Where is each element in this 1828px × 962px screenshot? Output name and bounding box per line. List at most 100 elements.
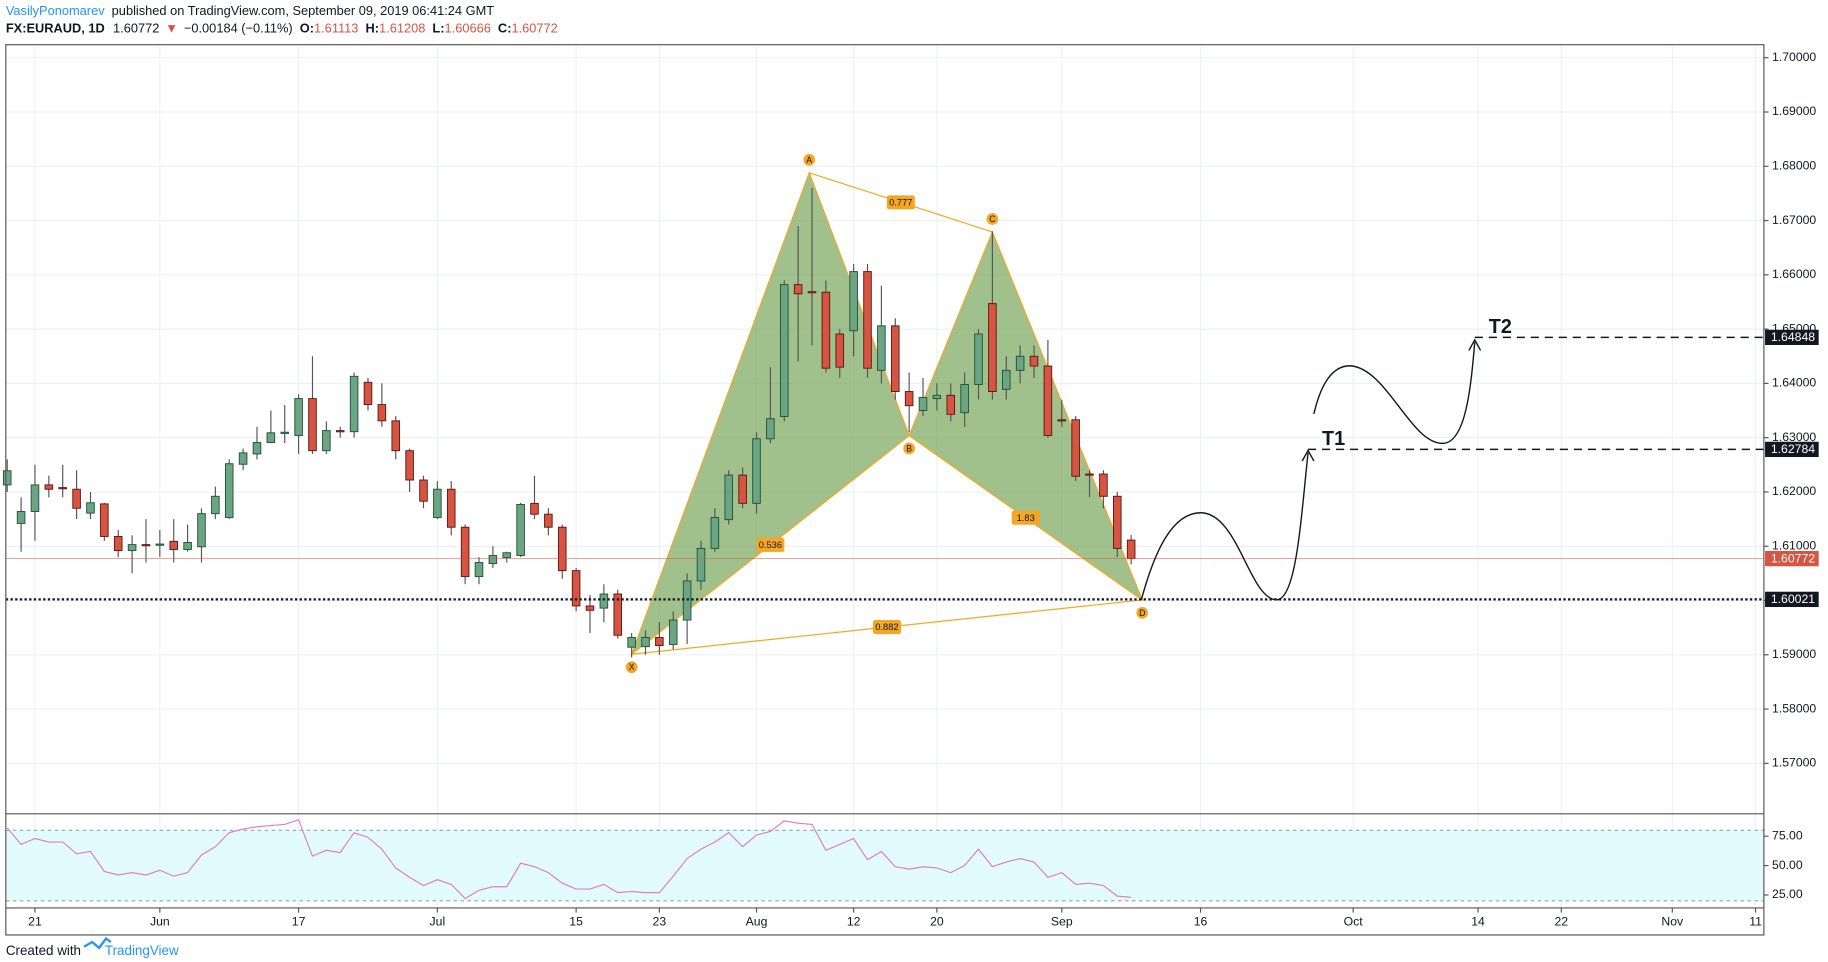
author[interactable]: VasilyPonomarev	[6, 3, 105, 18]
candle-body	[2, 470, 12, 486]
candle-body	[308, 398, 317, 452]
pattern-point-label: B	[906, 443, 912, 453]
candle-body	[155, 543, 165, 546]
rsi-y-tick-label: 25.00	[1772, 887, 1803, 901]
candle-body	[516, 503, 525, 556]
candle-body	[197, 513, 206, 548]
candle-body	[502, 552, 512, 559]
candle-body	[238, 452, 248, 465]
x-tick-label: 15	[569, 914, 583, 928]
candle-body	[807, 291, 817, 294]
candle-body	[1001, 369, 1011, 390]
candle-body	[821, 291, 831, 369]
last-price: 1.60772	[113, 21, 159, 36]
candle-body	[1126, 539, 1136, 560]
pane-frame	[5, 44, 1765, 936]
y-tick-label: 1.68000	[1772, 158, 1816, 172]
candle-body	[141, 544, 151, 547]
price-label: 1.62784	[1771, 442, 1815, 456]
x-tick-label: 21	[28, 914, 42, 928]
y-tick-label: 1.67000	[1772, 213, 1816, 227]
candle-body	[946, 394, 956, 415]
candle-body	[294, 398, 303, 436]
candle-body	[224, 463, 234, 518]
x-tick-label: Aug	[746, 914, 768, 928]
candle-body	[446, 488, 456, 528]
ratio-box	[886, 195, 915, 210]
candle-body	[877, 325, 886, 371]
candle-body	[599, 593, 609, 609]
candle-body	[100, 503, 109, 537]
pattern-point-label: D	[1139, 608, 1145, 618]
y-tick-label: 1.61000	[1772, 538, 1816, 552]
rsi-y-tick-label: 75.00	[1772, 828, 1803, 842]
price-label-box	[1765, 329, 1819, 346]
pattern-point	[803, 153, 816, 166]
x-tick-label: Oct	[1344, 914, 1364, 928]
candle-body	[252, 442, 262, 455]
candle-body	[1043, 365, 1053, 436]
candle-body	[335, 430, 345, 433]
candle-body	[738, 474, 747, 504]
price-label: 1.60772	[1771, 551, 1815, 565]
candle-body	[530, 502, 539, 515]
candle-body	[918, 397, 928, 411]
open-value: 1.61113	[314, 21, 358, 36]
candle-body	[1057, 419, 1067, 422]
x-tick-label: 20	[930, 914, 944, 928]
candle-body	[405, 450, 414, 481]
candle-body	[863, 271, 872, 369]
brand-logo	[83, 936, 112, 950]
level-label: T2	[1489, 316, 1512, 338]
candle-body	[974, 333, 983, 385]
x-tick-label: 23	[653, 914, 667, 928]
candle-body	[655, 636, 664, 647]
candle-body	[266, 432, 276, 444]
candle-body	[391, 420, 401, 452]
x-tick-label: 16	[1194, 914, 1208, 928]
level-label: T1	[1322, 428, 1345, 450]
candle-body	[44, 484, 54, 490]
candle-body	[793, 284, 803, 295]
candle-body	[627, 636, 636, 648]
pattern-point	[1136, 607, 1149, 619]
header-line: VasilyPonomarev published on TradingView…	[6, 3, 494, 18]
candle-body	[169, 540, 179, 550]
candle-body	[211, 495, 220, 515]
price-label: 1.60021	[1771, 592, 1815, 606]
candle-body	[835, 333, 845, 368]
candle-body	[488, 554, 498, 565]
candle-body	[766, 418, 775, 440]
candle-body	[474, 562, 484, 578]
change: −0.00184 (−0.11%)	[184, 21, 293, 36]
symbol-line: FX:EURAUD, 1D 1.60772 ▼ −0.00184 (−0.11%…	[6, 21, 558, 36]
candle-body	[779, 284, 789, 417]
candle-body	[904, 391, 914, 407]
candle-body	[988, 303, 997, 393]
high-value: 1.61208	[379, 21, 425, 36]
price-label-box	[1765, 441, 1819, 458]
close-label: C:	[498, 21, 512, 36]
price-label-box	[1765, 550, 1819, 567]
projection-path	[1140, 338, 1482, 601]
x-tick-label: 12	[847, 914, 861, 928]
candle-body	[585, 605, 595, 611]
pattern-point	[625, 661, 638, 674]
x-tick-label: Nov	[1661, 914, 1684, 928]
candle-body	[613, 593, 623, 636]
candle-body	[544, 513, 553, 528]
y-tick-label: 1.69000	[1772, 104, 1816, 118]
candle-body	[1029, 355, 1039, 367]
candle-body	[557, 526, 567, 572]
pattern-point	[903, 442, 915, 455]
candle-body	[30, 484, 40, 512]
x-tick-label: 17	[292, 914, 306, 928]
candle-body	[696, 547, 706, 582]
candle-body	[752, 438, 761, 504]
pattern-point	[986, 213, 999, 225]
x-tick-label: Jun	[150, 914, 170, 928]
low-label: L:	[432, 21, 444, 36]
footer-brand[interactable]: TradingView	[105, 943, 179, 958]
candle-body	[322, 430, 331, 452]
